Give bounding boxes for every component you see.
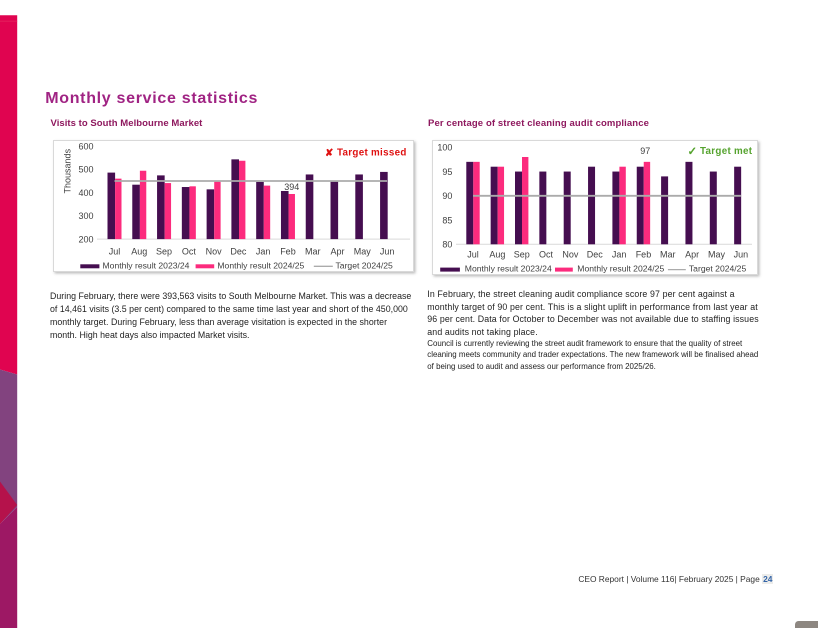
svg-text:Mar: Mar bbox=[660, 249, 676, 259]
svg-text:Aug: Aug bbox=[131, 246, 147, 256]
svg-text:Nov: Nov bbox=[562, 249, 579, 259]
svg-text:100: 100 bbox=[437, 142, 452, 152]
svg-text:Apr: Apr bbox=[331, 246, 345, 256]
svg-text:Nov: Nov bbox=[206, 246, 223, 256]
svg-text:Target 2024/25: Target 2024/25 bbox=[688, 263, 746, 273]
svg-text:✘: ✘ bbox=[325, 148, 333, 159]
svg-text:Feb: Feb bbox=[280, 246, 296, 256]
svg-text:95: 95 bbox=[442, 166, 452, 176]
svg-text:Target missed: Target missed bbox=[337, 147, 407, 158]
svg-text:Jul: Jul bbox=[109, 246, 121, 256]
svg-text:Thousands: Thousands bbox=[63, 148, 73, 193]
svg-text:200: 200 bbox=[78, 234, 93, 244]
svg-text:Dec: Dec bbox=[230, 246, 247, 256]
svg-text:Jun: Jun bbox=[733, 249, 748, 259]
svg-text:85: 85 bbox=[442, 215, 452, 225]
svg-text:Jun: Jun bbox=[380, 246, 395, 256]
svg-text:✓: ✓ bbox=[687, 145, 697, 157]
svg-text:Apr: Apr bbox=[685, 249, 699, 259]
svg-text:Target met: Target met bbox=[700, 145, 753, 156]
svg-text:300: 300 bbox=[78, 211, 93, 221]
svg-text:Sep: Sep bbox=[156, 246, 172, 256]
svg-text:Jul: Jul bbox=[467, 249, 479, 259]
svg-text:Dec: Dec bbox=[586, 249, 603, 259]
svg-text:Oct: Oct bbox=[539, 249, 554, 259]
svg-text:Sep: Sep bbox=[513, 249, 529, 259]
svg-text:80: 80 bbox=[442, 239, 452, 249]
svg-text:394: 394 bbox=[284, 182, 299, 192]
svg-text:Monthly result 2024/25: Monthly result 2024/25 bbox=[577, 263, 664, 273]
svg-text:May: May bbox=[354, 246, 372, 256]
svg-text:Mar: Mar bbox=[305, 246, 321, 256]
svg-text:Jan: Jan bbox=[256, 246, 271, 256]
svg-text:Oct: Oct bbox=[182, 246, 197, 256]
svg-text:Monthly result 2024/25: Monthly result 2024/25 bbox=[217, 260, 304, 270]
svg-text:Feb: Feb bbox=[635, 249, 651, 259]
svg-text:97: 97 bbox=[640, 146, 650, 156]
svg-text:90: 90 bbox=[442, 191, 452, 201]
svg-text:Target 2024/25: Target 2024/25 bbox=[336, 260, 394, 270]
svg-text:Monthly result 2023/24: Monthly result 2023/24 bbox=[464, 263, 551, 273]
svg-text:500: 500 bbox=[78, 164, 93, 174]
svg-text:Monthly result 2023/24: Monthly result 2023/24 bbox=[103, 260, 190, 270]
svg-text:Jan: Jan bbox=[611, 249, 626, 259]
svg-text:Aug: Aug bbox=[489, 249, 505, 259]
svg-text:May: May bbox=[707, 249, 725, 259]
svg-text:600: 600 bbox=[78, 141, 93, 151]
svg-text:400: 400 bbox=[78, 187, 93, 197]
